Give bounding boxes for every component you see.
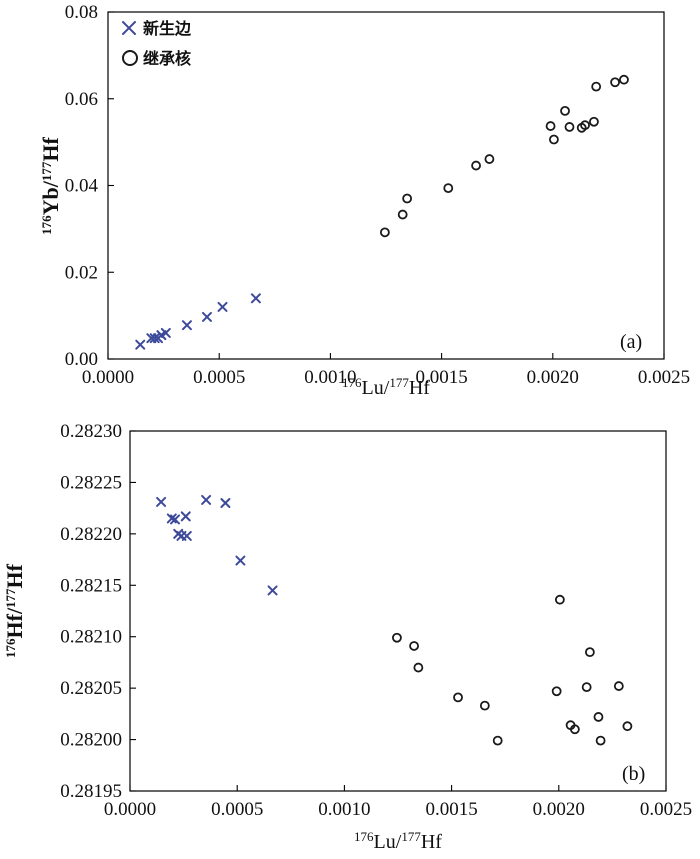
panel-b-core-point-13 bbox=[595, 735, 606, 746]
panel-b-y-tick-label-2: 0.28205 bbox=[60, 678, 122, 699]
panel-a-core-point-14 bbox=[610, 77, 620, 88]
panel-a-y-axis-title: 176Yb/177Hf bbox=[38, 136, 63, 234]
panel-b-x-tick-label-2: 0.0010 bbox=[318, 799, 370, 820]
panel-a-x-tick-label-5: 0.0025 bbox=[638, 367, 690, 388]
panel-a-core-point-12 bbox=[589, 116, 599, 127]
panel-a-rim-point-8 bbox=[217, 301, 228, 312]
panel-b-core-point-4 bbox=[479, 700, 490, 711]
legend-rim-label: 新生边 bbox=[143, 19, 192, 38]
legend: 新生边 继承核 bbox=[122, 19, 192, 68]
panel-a-rim-point-5 bbox=[160, 327, 171, 338]
panel-a-core-point-4 bbox=[471, 160, 481, 171]
panel-b-core-point-1 bbox=[409, 641, 419, 651]
panel-a-core-point-1 bbox=[397, 209, 408, 220]
panel-a-core-point-3 bbox=[443, 183, 454, 194]
legend-core-marker bbox=[122, 50, 138, 66]
panel-b-rim-point-2 bbox=[170, 514, 181, 525]
panel-b-x-tick-label-3: 0.0015 bbox=[425, 799, 477, 820]
panel-b-core-point-3 bbox=[453, 692, 463, 703]
panel-a-y-tick-label-4: 0.08 bbox=[65, 2, 98, 23]
panel-b-rim-point-10 bbox=[267, 585, 278, 596]
panel-b-y-tick-label-1: 0.28200 bbox=[60, 730, 122, 751]
panel-b-ticks: 0.0000 0.0005 0.0010 0.0015 0.0020 0.0025 0.28… bbox=[60, 421, 692, 820]
panel-a-rim-point-0 bbox=[135, 339, 146, 350]
panel-b-core-point-12 bbox=[593, 712, 604, 722]
panel-b-core-point-10 bbox=[581, 682, 592, 693]
panel-b-core-point-6 bbox=[551, 686, 562, 697]
panel-a-core-point-13 bbox=[591, 81, 602, 92]
panel-b-rim-point-0 bbox=[156, 496, 167, 507]
panel-a-core-point-5 bbox=[484, 154, 495, 164]
panel-b: 0.0000 0.0005 0.0010 0.0015 0.0020 0.0025 0.28… bbox=[2, 421, 692, 853]
panel-b-x-tick-label-4: 0.0020 bbox=[533, 799, 585, 820]
panel-a-core-point-8 bbox=[560, 105, 570, 116]
panel-b-y-tick-label-3: 0.28210 bbox=[60, 627, 122, 648]
panel-a-core-point-11 bbox=[580, 120, 590, 131]
panel-a-points bbox=[135, 74, 629, 350]
panel-a-y-tick-label-2: 0.04 bbox=[65, 176, 99, 197]
panel-a-frame bbox=[107, 11, 665, 360]
panel-a-core-point-7 bbox=[549, 134, 559, 145]
panel-a: 0.0000 0.0005 0.0010 0.0015 0.0020 0.0025 0.00… bbox=[38, 2, 690, 399]
panel-a-core-point-2 bbox=[402, 193, 413, 204]
panel-a-ticks: 0.0000 0.0005 0.0010 0.0015 0.0020 0.0025 0.00… bbox=[65, 2, 690, 388]
panel-b-label: (b) bbox=[622, 763, 645, 785]
panel-b-y-tick-label-6: 0.28225 bbox=[60, 472, 122, 493]
panel-a-y-tick-label-3: 0.06 bbox=[65, 89, 98, 110]
panel-b-x-tick-label-1: 0.0005 bbox=[211, 799, 263, 820]
panel-b-rim-point-5 bbox=[180, 511, 191, 522]
panel-b-core-point-0 bbox=[392, 632, 402, 643]
panel-b-frame bbox=[129, 430, 667, 792]
panel-a-x-axis-title: 176Lu/177Hf bbox=[342, 375, 430, 400]
panel-a-y-tick-label-0: 0.00 bbox=[65, 349, 98, 370]
panel-a-core-point-6 bbox=[545, 121, 556, 131]
panel-a-x-tick-label-4: 0.0020 bbox=[527, 367, 579, 388]
panel-b-core-point-11 bbox=[584, 647, 595, 658]
panel-a-x-tick-label-0: 0.0000 bbox=[82, 367, 134, 388]
panel-b-core-point-15 bbox=[622, 721, 633, 732]
panel-b-y-axis-title: 176Hf/177Hf bbox=[2, 563, 27, 658]
legend-core-label: 继承核 bbox=[143, 49, 191, 68]
panel-b-core-point-5 bbox=[492, 735, 503, 746]
panel-b-core-point-9 bbox=[569, 724, 580, 735]
panel-b-rim-point-8 bbox=[220, 498, 231, 508]
panel-b-rim-point-7 bbox=[201, 494, 212, 505]
panel-a-rim-point-6 bbox=[181, 320, 192, 331]
panel-a-rim-point-9 bbox=[250, 293, 261, 304]
panel-b-core-point-7 bbox=[554, 594, 565, 605]
panel-b-rim-point-9 bbox=[235, 555, 246, 566]
panel-b-x-tick-label-0: 0.0000 bbox=[104, 799, 156, 820]
panel-a-rim-point-7 bbox=[201, 311, 212, 322]
panel-a-x-tick-label-3: 0.0015 bbox=[415, 367, 467, 388]
legend-rim-marker bbox=[122, 21, 136, 35]
panel-b-y-tick-label-5: 0.28220 bbox=[60, 524, 122, 545]
panel-a-x-tick-label-2: 0.0010 bbox=[304, 367, 356, 388]
panel-a-x-tick-label-1: 0.0005 bbox=[193, 367, 245, 388]
panel-a-label: (a) bbox=[620, 331, 642, 353]
panel-b-core-point-14 bbox=[613, 681, 624, 691]
panel-b-y-tick-label-4: 0.28215 bbox=[60, 575, 122, 596]
panel-b-x-tick-label-5: 0.0025 bbox=[640, 799, 692, 820]
panel-a-rim-point-2 bbox=[149, 333, 160, 344]
panel-b-points bbox=[156, 494, 633, 746]
panel-b-x-axis-title: 176Lu/177Hf bbox=[354, 829, 442, 854]
panel-b-y-tick-label-7: 0.28230 bbox=[60, 421, 122, 442]
panel-a-core-point-15 bbox=[619, 74, 629, 85]
panel-a-core-point-0 bbox=[379, 227, 390, 238]
panel-b-rim-point-6 bbox=[181, 530, 192, 541]
panel-b-y-tick-label-0: 0.28195 bbox=[60, 781, 122, 802]
panel-b-core-point-2 bbox=[413, 662, 424, 673]
panel-a-core-point-9 bbox=[564, 122, 575, 132]
panel-a-y-tick-label-1: 0.02 bbox=[65, 262, 98, 283]
